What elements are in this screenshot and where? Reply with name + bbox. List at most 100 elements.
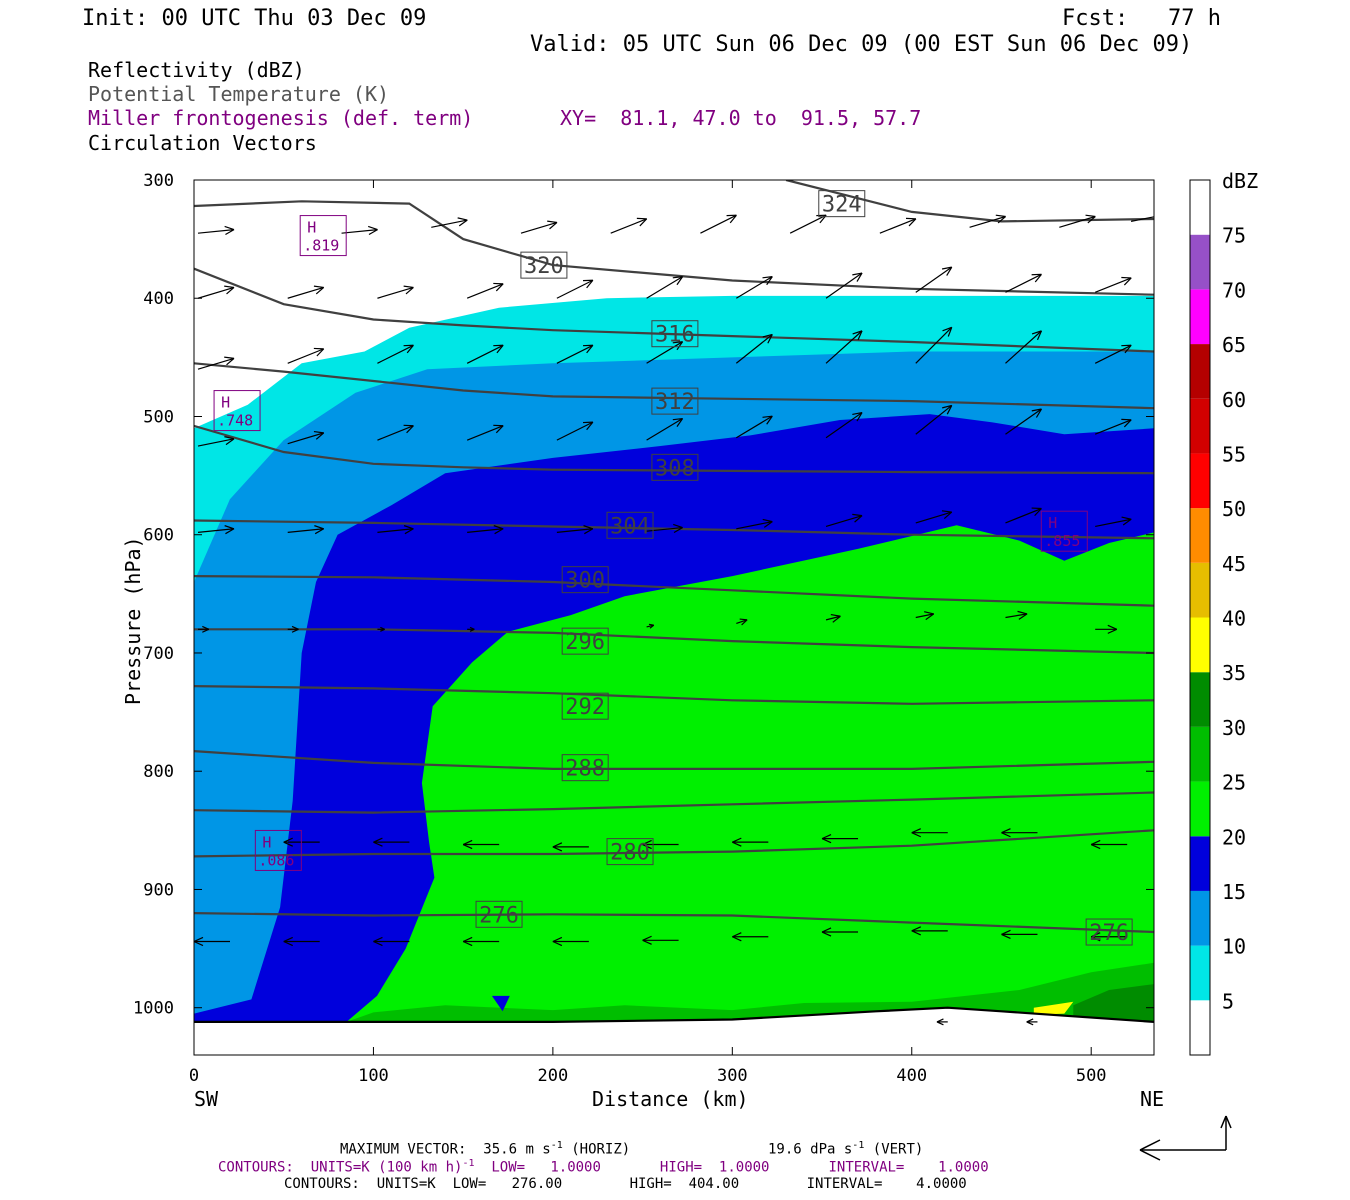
vector-head [368,225,378,231]
reflectivity-region [491,995,510,1012]
vector-head [493,525,504,530]
vector-head [766,415,773,425]
circulation-vector [197,525,235,535]
colorbar-swatch [1190,562,1210,618]
legend-vectors: Circulation Vectors [88,131,317,155]
contour-label-box [475,900,523,928]
vector-head [936,1018,944,1023]
theta-contour-312 [194,362,1154,410]
contours-frontogenesis-exp: -1 [462,1158,475,1169]
reference-vector-icon [1139,1115,1232,1161]
plot-frame [193,179,1155,1056]
vector-head [552,940,563,947]
valid-label: Valid: 05 UTC Sun 06 Dec 09 (00 EST Sun … [530,32,1193,57]
theta-contour-320 [194,200,1154,296]
x-tick-label: 400 [896,1066,927,1086]
vector-shaft [646,418,683,441]
colorbar-swatch [1190,836,1210,891]
vector-head [586,279,594,289]
max-vector-label: MAXIMUM VECTOR: [340,1141,467,1158]
vector-head [316,348,325,357]
vector-head [1026,1021,1034,1026]
max-vector-vert: 19.6 dPa s [768,1141,853,1158]
vector-shaft [915,613,934,619]
contour-label-box [818,190,866,218]
circulation-vector [732,932,769,942]
circulation-vector [736,518,773,530]
vector-head [639,218,648,227]
vector-head [821,931,832,937]
theta-contour-280 [194,829,1154,858]
vector-head [406,344,414,354]
vector-head [315,286,325,295]
vector-shaft [377,528,414,533]
circulation-vector [1026,1018,1038,1026]
vector-head [469,626,475,630]
circulation-vector [431,217,468,228]
vector-head [224,285,235,289]
vector-head [373,837,383,843]
max-vector-horiz-tail: (HORIZ) [562,1141,631,1158]
max-vector-vert-line: 19.6 dPa s-1 (VERT) [768,1140,923,1158]
contour-labels: 324 320 316 312 308 304 300 296 292 288 280 276 276 [475,190,1133,946]
vector-head [202,625,210,630]
circulation-vector [287,525,325,535]
circulation-vector [552,842,589,852]
circulation-vector [1005,408,1042,435]
vector-head [226,357,235,366]
theta-contour-324 [785,180,1154,223]
vector-head [225,229,235,236]
vector-shaft [466,344,504,364]
colorbar-swatch [1190,344,1210,399]
circulation-vector [825,411,863,439]
vector-head [1001,933,1011,939]
vector-head [1026,1018,1034,1023]
circulation-vector [821,834,859,844]
vector-head [676,418,684,427]
circulation-vector [467,525,504,535]
circulation-vector [825,330,863,364]
vector-head [586,344,594,354]
vector-shaft [197,357,235,370]
circulation-vector [915,266,953,293]
circulation-vector [462,839,500,850]
vector-head [857,330,863,341]
vector-head [856,412,863,422]
contour-label: 320 [524,254,564,279]
frontogenesis-label-box [254,829,302,871]
contour-label-box [606,838,654,866]
y-tick-label: 400 [143,289,174,309]
vector-head [763,521,773,528]
y-tick-label: 500 [143,407,174,427]
vector-head [648,623,654,626]
vector-shaft [1005,408,1042,435]
max-vector-line: MAXIMUM VECTOR: 35.6 m s-1 (HORIZ) [340,1140,630,1158]
frontogenesis-label-value: .819 [303,237,339,255]
vector-head [373,936,383,943]
vector-head [380,626,385,630]
colorbar-swatch [1190,781,1210,837]
vector-head [925,613,935,621]
vector-head [676,341,684,351]
vector-head [830,613,841,617]
vector-head [224,356,235,359]
y-tick-label: 900 [143,880,174,900]
circulation-vector [467,626,475,632]
vector-head [1123,419,1132,428]
circulation-vector [1130,216,1154,222]
vector-shaft [1094,344,1132,364]
circulation-vector [287,285,325,299]
vector-shaft [610,218,647,234]
contour-label: 312 [655,390,695,415]
vector-head [1123,277,1132,286]
vector-head [762,415,773,418]
circulation-vector [287,430,325,445]
vector-head [202,628,210,633]
colorbar-swatch [1190,508,1210,563]
circulation-vector [1094,276,1132,293]
vector-shaft [915,511,952,524]
contour-label: 308 [655,456,695,481]
circulation-vector [825,272,863,299]
y-axis-title: Pressure (hPa) [121,536,145,705]
theta-contour-296 [194,628,1154,655]
